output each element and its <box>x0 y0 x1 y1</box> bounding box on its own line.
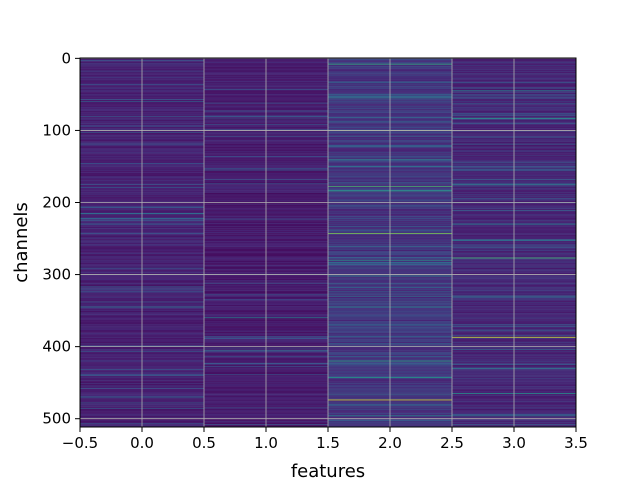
y-tick-label: 200 <box>42 194 71 212</box>
y-tick-label: 400 <box>42 338 71 356</box>
x-axis-label: features <box>291 461 365 480</box>
x-tick-label: 0.5 <box>192 434 216 452</box>
x-tick-label: −0.5 <box>62 434 98 452</box>
x-tick-label: 2.0 <box>378 434 402 452</box>
y-tick-label: 0 <box>61 49 71 67</box>
x-tick-label: 1.5 <box>316 434 340 452</box>
y-tick-label: 300 <box>42 266 71 284</box>
y-axis-label: channels <box>11 202 32 283</box>
x-tick-label: 1.0 <box>254 434 278 452</box>
x-tick-label: 2.5 <box>440 434 464 452</box>
x-tick-label: 3.5 <box>564 434 588 452</box>
x-tick-label: 3.0 <box>502 434 526 452</box>
x-axis: −0.5 0.0 0.5 1.0 1.5 2.0 2.5 3.0 3.5 <box>62 427 588 452</box>
y-tick-label: 500 <box>42 410 71 428</box>
y-tick-label: 100 <box>42 121 71 139</box>
y-axis: 0 100 200 300 400 500 <box>42 49 80 428</box>
x-tick-label: 0.0 <box>130 434 154 452</box>
